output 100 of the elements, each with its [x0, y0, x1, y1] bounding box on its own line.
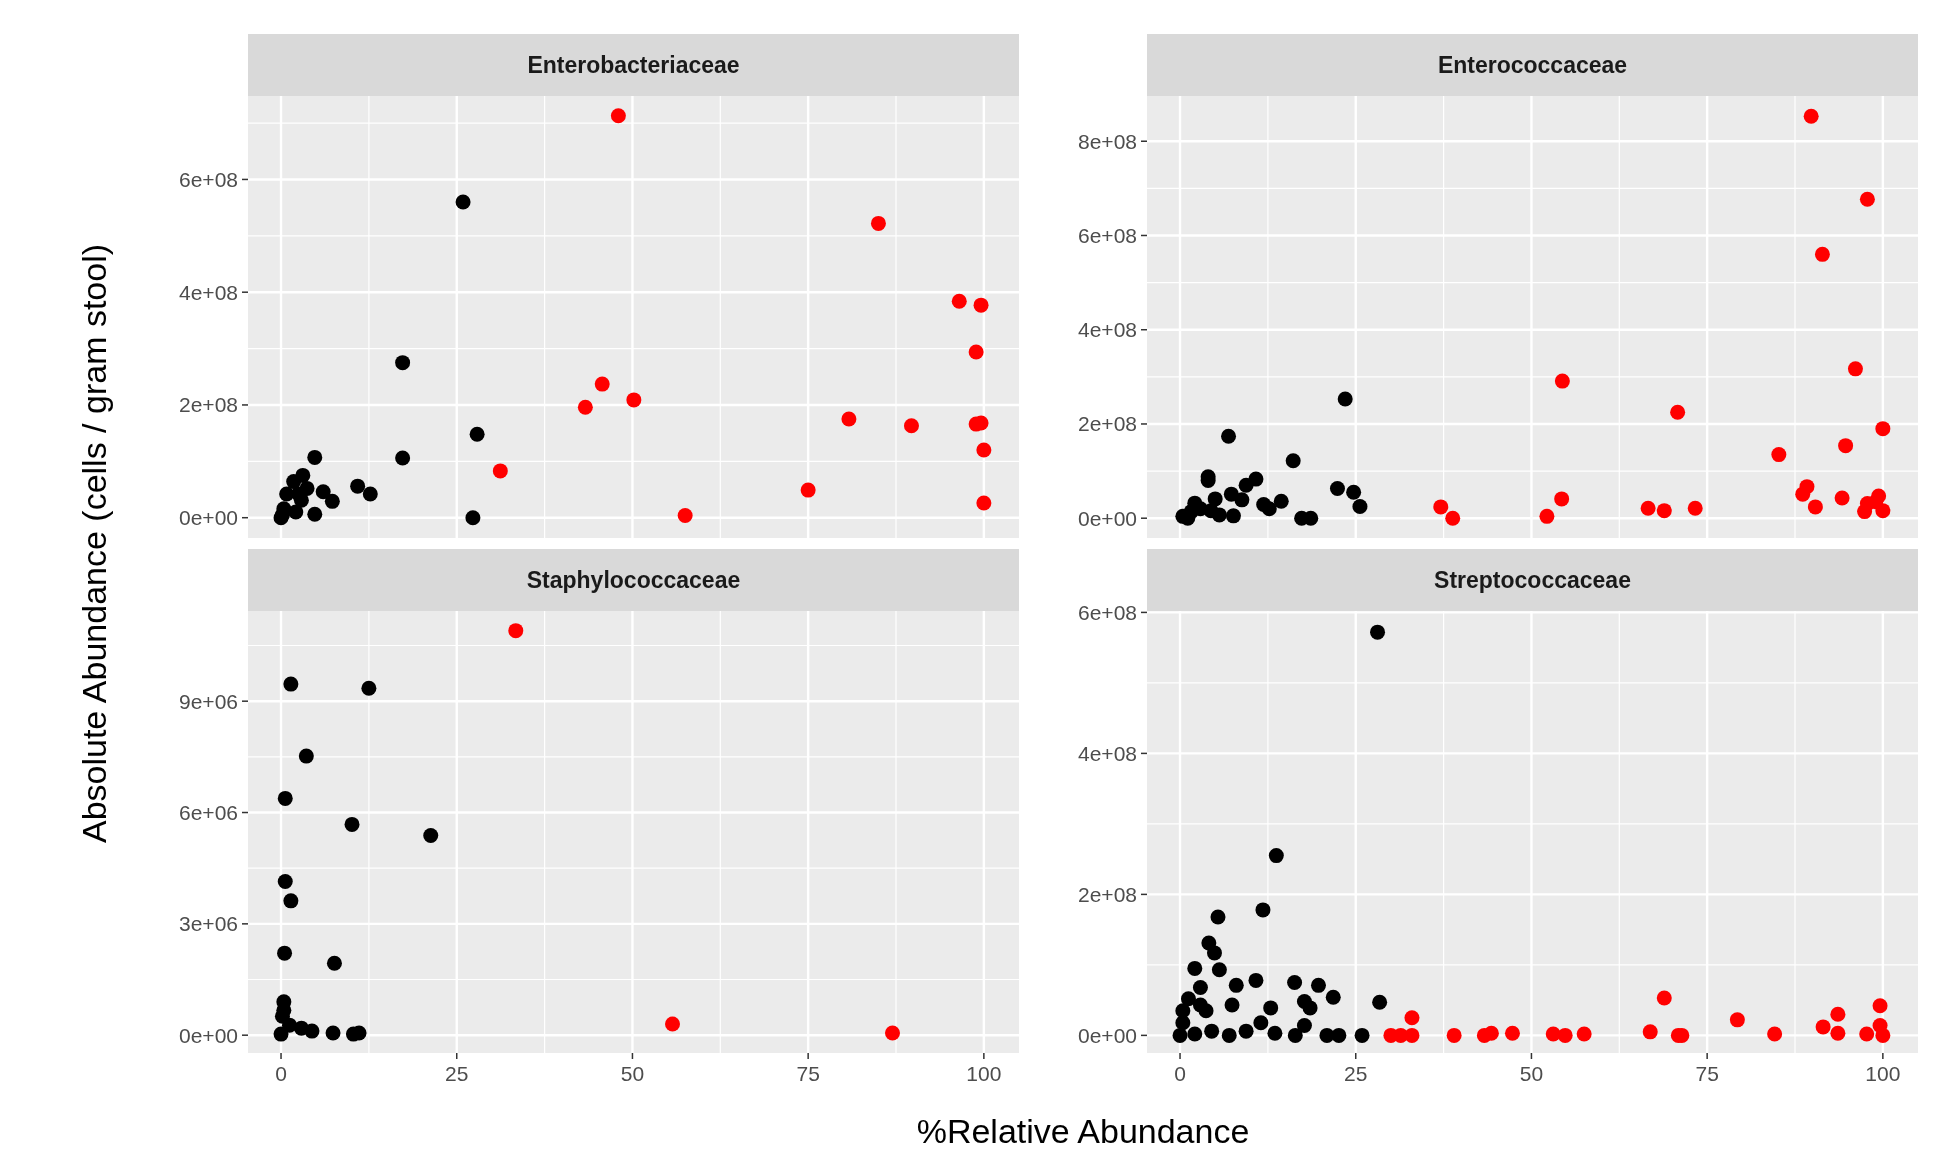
point [1329, 481, 1345, 497]
y-tick-label: 0e+00 [1078, 1023, 1137, 1047]
y-tick-label: 0e+00 [1078, 506, 1137, 530]
point [903, 418, 919, 434]
x-tick-label: 50 [620, 1062, 645, 1085]
point [594, 376, 610, 392]
y-tick-label: 4e+08 [1078, 741, 1137, 765]
point [304, 1023, 320, 1039]
point [1640, 500, 1656, 516]
point [277, 945, 293, 961]
point [1263, 1000, 1279, 1016]
y-tick-label: 0e+00 [179, 506, 238, 530]
point [1204, 1023, 1220, 1039]
point [1211, 962, 1227, 978]
point [1404, 1027, 1420, 1043]
point [1198, 1003, 1214, 1019]
point [298, 748, 314, 764]
point [1868, 494, 1884, 510]
point [1354, 1027, 1370, 1043]
point [1346, 484, 1362, 500]
point [968, 344, 984, 360]
point [1180, 991, 1196, 1007]
chart-title: Streptococcaceae [1434, 567, 1631, 594]
x-tick-label: 100 [1865, 1062, 1901, 1085]
point [841, 411, 857, 427]
point [884, 1025, 900, 1041]
point [455, 194, 471, 210]
point [362, 486, 378, 502]
x-tick-label: 0 [1174, 1062, 1186, 1085]
point [1331, 1027, 1347, 1043]
chart-title: Enterobacteriaceae [527, 52, 740, 79]
point [1445, 510, 1461, 526]
point [976, 442, 992, 458]
point [423, 828, 439, 844]
point [1352, 498, 1368, 514]
chart-title: Staphylococcaceae [526, 567, 741, 594]
point [1253, 1015, 1269, 1031]
point [1670, 404, 1686, 420]
chart-title: Enterococcaceae [1437, 52, 1628, 79]
point [1554, 491, 1570, 507]
y-tick-label: 2e+08 [179, 393, 238, 417]
point [1834, 490, 1850, 506]
y-tick-label: 3e+06 [179, 912, 238, 936]
y-tick-label: 2e+08 [1078, 882, 1137, 906]
point [344, 816, 360, 832]
y-tick-label: 6e+08 [1078, 223, 1137, 247]
point [283, 893, 299, 909]
point [1815, 1019, 1831, 1035]
point [1576, 1026, 1592, 1042]
y-tick-label: 4e+08 [1078, 318, 1137, 342]
point [1687, 500, 1703, 516]
point [1210, 909, 1226, 925]
point [626, 392, 642, 408]
y-tick-label: 9e+06 [179, 689, 238, 713]
point [288, 504, 304, 520]
point [1859, 1026, 1875, 1042]
point [870, 215, 886, 231]
point [1175, 1003, 1191, 1019]
point [1539, 508, 1555, 524]
x-tick-label: 50 [1519, 1062, 1544, 1085]
point [1859, 191, 1875, 207]
x-axis-title: %Relative Abundance [916, 1112, 1250, 1150]
point [1268, 848, 1284, 864]
point [1370, 624, 1386, 640]
point [577, 399, 593, 415]
point [1771, 447, 1787, 463]
point [1287, 975, 1303, 990]
point [1224, 997, 1240, 1013]
point [1261, 501, 1277, 517]
point [286, 474, 302, 490]
y-tick-label: 6e+08 [179, 167, 238, 191]
point [1319, 1027, 1335, 1043]
point [465, 510, 481, 526]
point [1255, 902, 1271, 918]
x-tick-label: 75 [1695, 1062, 1719, 1085]
point [1767, 1026, 1783, 1042]
point [1433, 499, 1449, 515]
point [315, 484, 331, 500]
point [469, 426, 485, 442]
point [1248, 972, 1264, 988]
point [973, 297, 989, 313]
point [1238, 477, 1254, 493]
point [1238, 1023, 1254, 1039]
x-tick-label: 75 [796, 1062, 820, 1085]
point [1642, 1024, 1658, 1040]
point [1656, 503, 1672, 519]
point [1225, 508, 1241, 524]
point [1203, 503, 1219, 519]
point [1557, 1027, 1573, 1043]
point [395, 355, 411, 371]
point [610, 108, 626, 124]
point [1838, 438, 1854, 454]
point [1799, 479, 1815, 495]
y-tick-label: 2e+08 [1078, 412, 1137, 436]
point [1207, 491, 1223, 507]
point [1656, 990, 1672, 1006]
y-tick-label: 6e+06 [179, 800, 238, 824]
x-tick-label: 100 [966, 1062, 1002, 1085]
point [325, 1025, 341, 1041]
point [307, 449, 323, 465]
